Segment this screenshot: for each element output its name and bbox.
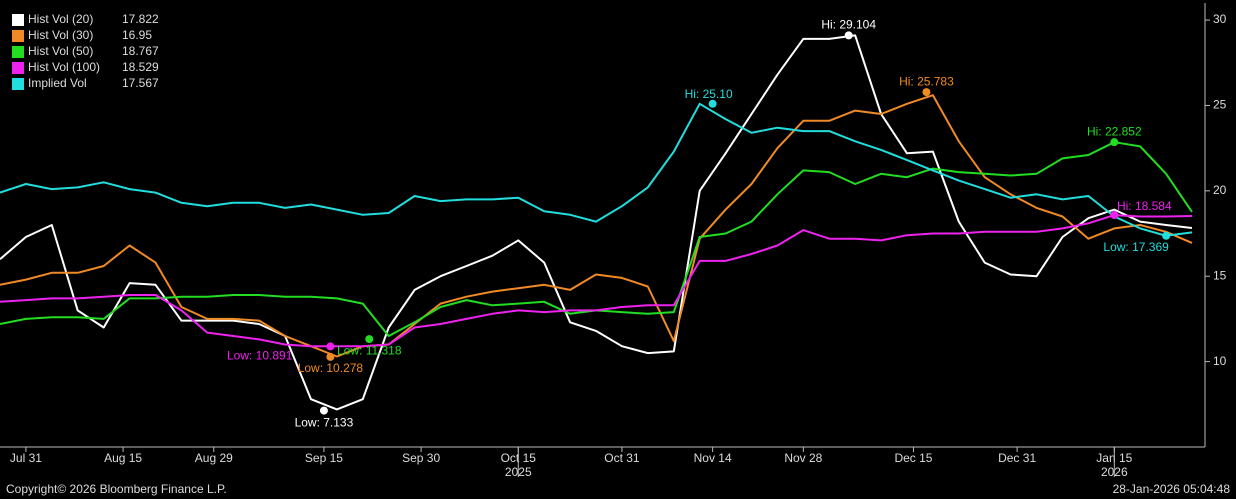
legend-name: Hist Vol (20) <box>28 12 93 26</box>
series-line <box>0 141 1193 337</box>
extreme-marker <box>844 31 853 40</box>
extreme-label: Low: 11.318 <box>337 343 402 357</box>
x-tick-label: Sep 30 <box>402 451 440 465</box>
y-tick-label: 10 <box>1213 354 1227 368</box>
y-tick-label: 15 <box>1213 268 1227 282</box>
legend-value: 18.529 <box>122 60 159 74</box>
extreme-label: Low: 7.133 <box>295 416 354 430</box>
legend-name: Implied Vol <box>28 76 87 90</box>
x-tick-label: Aug 29 <box>195 451 233 465</box>
year-label: 2025 <box>505 465 532 479</box>
legend-swatch <box>12 78 24 90</box>
x-tick-label: Nov 28 <box>784 451 822 465</box>
extreme-marker <box>1162 231 1171 240</box>
extreme-label: Low: 17.369 <box>1103 240 1169 254</box>
extreme-marker <box>922 88 931 97</box>
timestamp: 28-Jan-2026 05:04:48 <box>1113 482 1231 496</box>
extreme-label: Hi: 25.783 <box>899 74 954 88</box>
legend-name: Hist Vol (100) <box>28 60 100 74</box>
series-line <box>0 214 1193 348</box>
x-tick-label: Oct 31 <box>604 451 640 465</box>
legend-name: Hist Vol (30) <box>28 28 93 42</box>
extreme-marker <box>1110 211 1119 220</box>
legend-value: 17.567 <box>122 76 159 90</box>
legend-value: 16.95 <box>122 28 152 42</box>
copyright: Copyright© 2026 Bloomberg Finance L.P. <box>6 482 227 496</box>
x-tick-label: Jul 31 <box>10 451 42 465</box>
legend-value: 18.767 <box>122 44 159 58</box>
y-tick-label: 20 <box>1213 183 1227 197</box>
extreme-label: Hi: 25.10 <box>685 87 733 101</box>
legend-swatch <box>12 30 24 42</box>
legend-box <box>0 4 166 96</box>
legend-swatch <box>12 46 24 58</box>
extreme-marker <box>326 352 335 361</box>
x-tick-label: Sep 15 <box>305 451 343 465</box>
extreme-marker <box>365 335 374 344</box>
extreme-label: Hi: 18.584 <box>1117 199 1172 213</box>
series-line <box>0 34 1193 411</box>
y-tick-label: 25 <box>1213 98 1227 112</box>
x-tick-label: Dec 31 <box>998 451 1036 465</box>
year-label: 2026 <box>1101 465 1128 479</box>
extreme-marker <box>326 342 335 351</box>
extreme-label: Hi: 22.852 <box>1087 124 1142 138</box>
extreme-marker <box>1110 138 1119 147</box>
series-line <box>0 94 1193 358</box>
legend-swatch <box>12 62 24 74</box>
x-tick-label: Nov 14 <box>694 451 732 465</box>
series-line <box>0 102 1193 237</box>
x-tick-label: Dec 15 <box>894 451 932 465</box>
y-tick-label: 30 <box>1213 12 1227 26</box>
extreme-label: Hi: 29.104 <box>821 18 876 32</box>
legend-value: 17.822 <box>122 12 159 26</box>
extreme-marker <box>708 99 717 108</box>
legend-name: Hist Vol (50) <box>28 44 93 58</box>
extreme-marker <box>319 406 328 415</box>
legend-swatch <box>12 14 24 26</box>
extreme-label: Low: 10.278 <box>298 361 364 375</box>
extreme-label: Low: 10.891 <box>227 349 293 363</box>
x-tick-label: Aug 15 <box>104 451 142 465</box>
